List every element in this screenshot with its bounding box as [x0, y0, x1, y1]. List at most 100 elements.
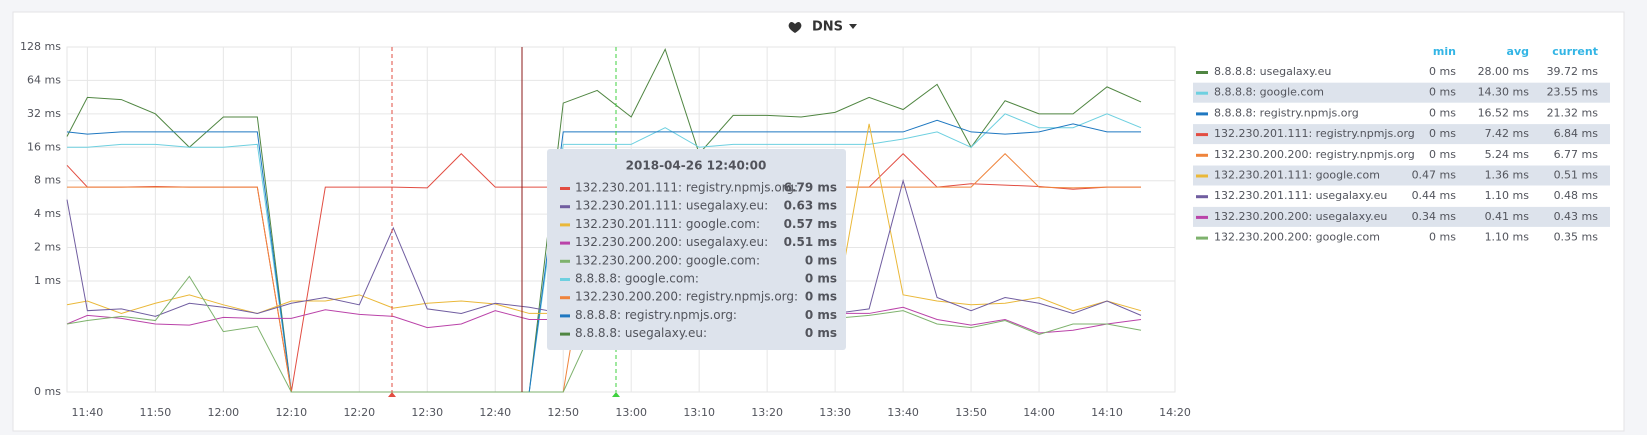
legend-swatch — [1196, 174, 1208, 178]
y-tick-label: 32 ms — [27, 107, 61, 120]
legend-swatch — [1196, 71, 1208, 74]
legend-row-bg — [1193, 124, 1610, 145]
legend-value: 1.36 ms — [1485, 169, 1530, 182]
title-caret[interactable] — [849, 24, 857, 29]
plot-frame — [66, 46, 1176, 393]
legend-value: 0.34 ms — [1412, 210, 1457, 223]
x-tick-label: 13:20 — [751, 406, 783, 419]
legend-value: 21.32 ms — [1547, 106, 1599, 119]
y-tick-label: 0 ms — [34, 385, 61, 398]
x-tick-label: 12:40 — [479, 406, 511, 419]
tooltip-value: 0 ms — [805, 272, 837, 286]
legend-label[interactable]: 132.230.201.111: google.com — [1214, 169, 1380, 182]
tooltip-box — [547, 149, 846, 350]
legend-value: 0 ms — [1429, 86, 1456, 99]
tooltip-value: 0 ms — [805, 290, 837, 304]
annotation-marker[interactable] — [388, 392, 396, 397]
legend-value: 23.55 ms — [1547, 86, 1599, 99]
x-tick-label: 12:10 — [275, 406, 307, 419]
legend-value: 39.72 ms — [1547, 65, 1599, 78]
series-line — [67, 113, 1142, 393]
y-tick-label: 4 ms — [34, 207, 61, 220]
legend-row-bg — [1193, 165, 1610, 186]
legend-label[interactable]: 132.230.200.200: registry.npmjs.org — [1214, 148, 1415, 161]
legend-swatch — [1196, 91, 1208, 95]
tooltip-swatch — [560, 332, 570, 336]
x-tick-label: 13:10 — [683, 406, 715, 419]
legend-value: 0 ms — [1429, 65, 1456, 78]
tooltip-swatch — [560, 223, 570, 227]
tooltip-value: 6.79 ms — [784, 181, 837, 195]
legend-value: 16.52 ms — [1478, 106, 1530, 119]
legend: min avg current 8.8.8.8: usegalaxy.eu 0 ms 28… — [1193, 45, 1610, 244]
legend-value: 6.77 ms — [1554, 148, 1599, 161]
x-tick-label: 11:50 — [140, 406, 172, 419]
tooltip-label: 132.230.201.111: usegalaxy.eu: — [575, 199, 768, 213]
tooltip-label: 132.230.200.200: usegalaxy.eu: — [575, 235, 768, 249]
x-tick-label: 14:10 — [1091, 406, 1123, 419]
legend-value: 7.42 ms — [1485, 127, 1530, 140]
legend-header: avg — [1507, 45, 1529, 58]
legend-label[interactable]: 132.230.201.111: usegalaxy.eu — [1214, 189, 1387, 202]
legend-value: 6.84 ms — [1554, 127, 1599, 140]
x-tick-label: 14:00 — [1023, 406, 1055, 419]
y-tick-label: 2 ms — [34, 241, 61, 254]
legend-value: 0.47 ms — [1412, 169, 1457, 182]
legend-label[interactable]: 132.230.200.200: google.com — [1214, 231, 1380, 244]
heart-icon — [788, 22, 802, 33]
legend-value: 0.43 ms — [1554, 210, 1599, 223]
legend-value: 5.24 ms — [1485, 148, 1530, 161]
tooltip-swatch — [560, 314, 570, 318]
y-tick-label: 16 ms — [27, 140, 61, 153]
tooltip-swatch — [560, 296, 570, 300]
x-tick-label: 13:00 — [615, 406, 647, 419]
legend-label[interactable]: 132.230.200.200: usegalaxy.eu — [1214, 210, 1387, 223]
panel-title[interactable]: DNS — [812, 20, 843, 35]
legend-value: 0.41 ms — [1485, 210, 1530, 223]
tooltip: 2018-04-26 12:40:00 132.230.201.111: regi… — [547, 149, 846, 350]
x-tick-label: 11:40 — [72, 406, 104, 419]
legend-label[interactable]: 8.8.8.8: registry.npmjs.org — [1214, 106, 1359, 119]
legend-value: 0 ms — [1429, 148, 1456, 161]
tooltip-value: 0.51 ms — [784, 235, 837, 249]
tooltip-label: 8.8.8.8: registry.npmjs.org: — [575, 308, 737, 322]
tooltip-value: 0.57 ms — [784, 217, 837, 231]
tooltip-label: 8.8.8.8: usegalaxy.eu: — [575, 326, 707, 340]
legend-swatch — [1196, 153, 1208, 157]
y-tick-label: 8 ms — [34, 174, 61, 187]
legend-header: min — [1433, 45, 1456, 58]
legend-label[interactable]: 8.8.8.8: google.com — [1214, 86, 1324, 99]
tooltip-label: 132.230.201.111: google.com: — [575, 217, 760, 231]
x-tick-label: 13:40 — [887, 406, 919, 419]
annotation-marker[interactable] — [612, 392, 620, 397]
tooltip-label: 8.8.8.8: google.com: — [575, 272, 699, 286]
x-tick-label: 14:20 — [1159, 406, 1191, 419]
legend-value: 0.35 ms — [1554, 231, 1599, 244]
legend-label[interactable]: 8.8.8.8: usegalaxy.eu — [1214, 65, 1331, 78]
y-tick-label: 128 ms — [20, 40, 61, 53]
legend-value: 1.10 ms — [1485, 189, 1530, 202]
y-tick-label: 64 ms — [27, 73, 61, 86]
tooltip-title: 2018-04-26 12:40:00 — [626, 159, 767, 173]
y-tick-label: 1 ms — [34, 274, 61, 287]
legend-swatch — [1196, 195, 1208, 199]
tooltip-swatch — [560, 241, 570, 245]
tooltip-value: 0 ms — [805, 326, 837, 340]
tooltip-value: 0 ms — [805, 308, 837, 322]
tooltip-swatch — [560, 205, 570, 209]
tooltip-label: 132.230.200.200: registry.npmjs.org: — [575, 290, 798, 304]
legend-value: 0.44 ms — [1412, 189, 1457, 202]
legend-row-bg — [1193, 82, 1610, 103]
tooltip-swatch — [560, 259, 570, 263]
legend-value: 0.51 ms — [1554, 169, 1599, 182]
x-tick-label: 12:00 — [207, 406, 239, 419]
x-tick-label: 13:30 — [819, 406, 851, 419]
legend-swatch — [1196, 112, 1208, 116]
legend-value: 14.30 ms — [1478, 86, 1530, 99]
tooltip-swatch — [560, 187, 570, 190]
legend-swatch — [1196, 215, 1208, 219]
legend-label[interactable]: 132.230.201.111: registry.npmjs.org — [1214, 127, 1415, 140]
legend-row-bg — [1193, 206, 1610, 227]
